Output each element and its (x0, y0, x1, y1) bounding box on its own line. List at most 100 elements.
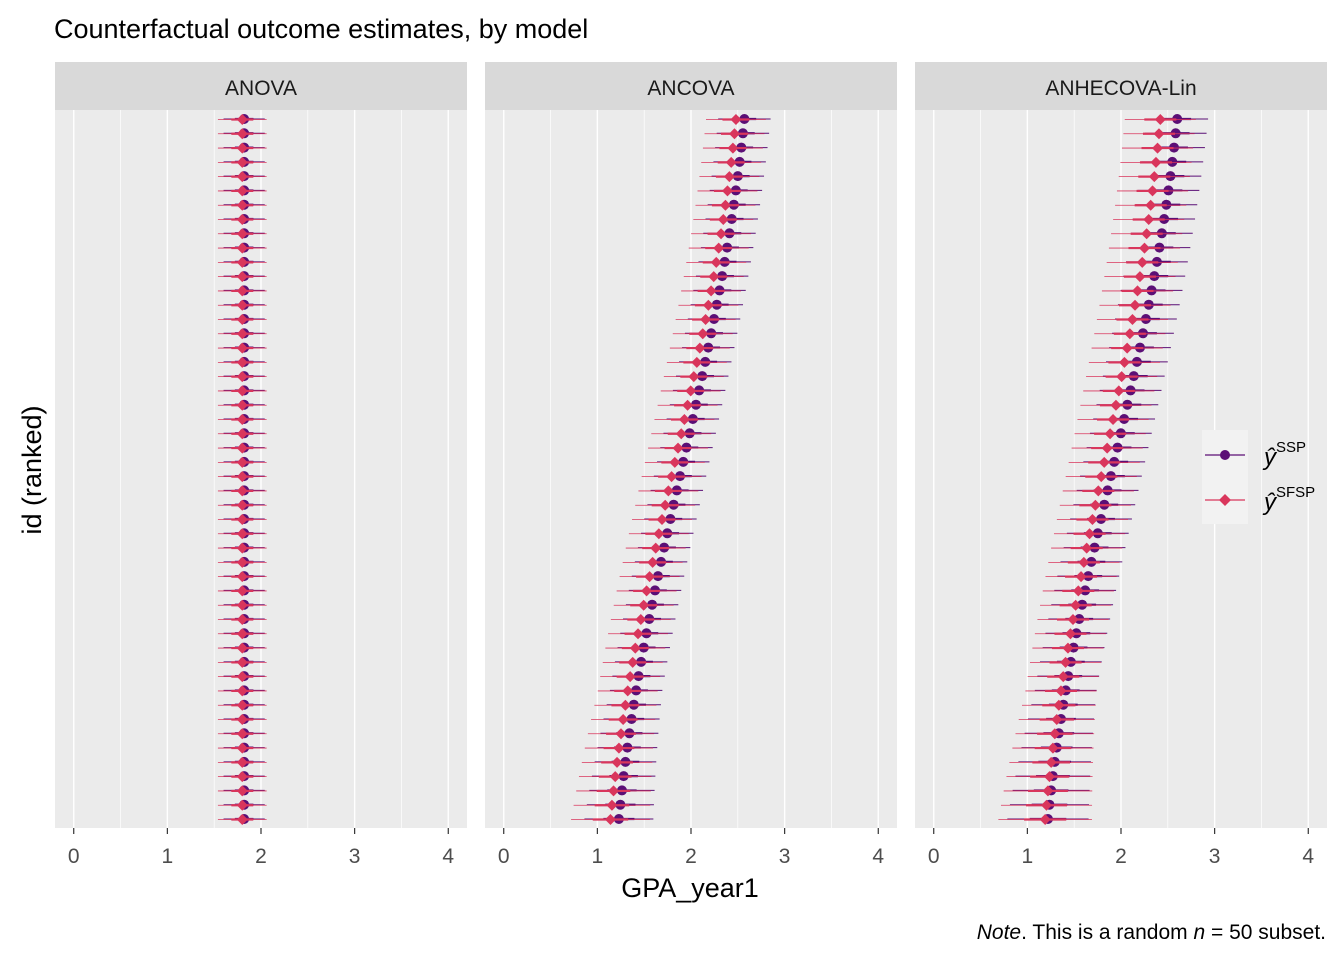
chart-title: Counterfactual outcome estimates, by mod… (54, 14, 588, 44)
x-tick-label: 2 (255, 845, 267, 868)
point-sfsp (236, 471, 248, 483)
caption-part: n (1193, 921, 1205, 944)
legend-label-sfsp: ŷSFSP (1262, 484, 1315, 516)
point-sfsp (721, 185, 733, 197)
legend-marker-ssp (1220, 450, 1230, 460)
point-sfsp (236, 328, 248, 340)
point-sfsp (1072, 585, 1084, 597)
point-sfsp (662, 485, 674, 497)
point-sfsp (685, 385, 697, 397)
point-sfsp (606, 799, 618, 811)
point-sfsp (715, 228, 727, 240)
point-sfsp (635, 614, 647, 625)
x-tick-label: 3 (779, 845, 791, 868)
point-sfsp (1124, 328, 1136, 340)
point-sfsp (1044, 771, 1056, 783)
point-sfsp (675, 428, 687, 440)
facet-strip (915, 62, 1327, 110)
point-sfsp (1153, 128, 1165, 140)
x-tick-label: 1 (162, 845, 174, 868)
point-sfsp (236, 314, 248, 325)
point-sfsp (1045, 756, 1057, 768)
point-sfsp (697, 328, 709, 340)
point-sfsp (666, 471, 678, 483)
x-tick-label: 1 (1022, 845, 1034, 868)
point-sfsp (1055, 685, 1067, 697)
point-sfsp (236, 728, 248, 740)
point-sfsp (619, 699, 631, 711)
point-sfsp (1049, 728, 1061, 740)
point-sfsp (613, 742, 625, 754)
point-sfsp (615, 728, 627, 740)
x-tick-label: 2 (1115, 845, 1127, 868)
caption-part: . This is a random (1021, 921, 1193, 944)
x-tick-label: 3 (1209, 845, 1221, 868)
point-sfsp (236, 671, 248, 683)
point-sfsp (1078, 556, 1090, 568)
point-sfsp (236, 185, 248, 197)
point-sfsp (236, 285, 248, 297)
point-sfsp (1107, 414, 1119, 425)
point-sfsp (236, 656, 248, 668)
point-sfsp (236, 528, 248, 540)
point-sfsp (1132, 285, 1144, 297)
caption-note: Note. This is a random n = 50 subset. (977, 921, 1326, 944)
x-tick-label: 0 (68, 845, 80, 868)
point-sfsp (1152, 142, 1164, 154)
point-sfsp (236, 128, 248, 140)
point-sfsp (1143, 214, 1155, 225)
point-sfsp (710, 256, 722, 268)
point-sfsp (1051, 714, 1063, 725)
point-sfsp (236, 242, 248, 254)
point-sfsp (236, 599, 248, 611)
point-sfsp (236, 556, 248, 568)
point-sfsp (1070, 599, 1082, 611)
point-sfsp (1042, 785, 1054, 797)
point-ssp (1165, 171, 1176, 182)
point-sfsp (730, 114, 742, 125)
point-sfsp (236, 342, 248, 354)
point-sfsp (641, 585, 653, 597)
point-sfsp (236, 585, 248, 597)
x-tick-label: 3 (349, 845, 361, 868)
point-sfsp (236, 414, 248, 425)
point-sfsp (713, 242, 725, 254)
point-sfsp (708, 271, 720, 283)
point-sfsp (682, 399, 694, 411)
point-sfsp (694, 342, 706, 354)
point-sfsp (669, 456, 681, 468)
point-sfsp (691, 356, 703, 368)
point-sfsp (1150, 156, 1162, 168)
legend-label-ssp: ŷSSP (1262, 439, 1306, 471)
caption-part: = 50 subset. (1205, 921, 1326, 944)
point-sfsp (236, 371, 248, 383)
legend-symbol: ŷ (1262, 444, 1278, 471)
point-sfsp (236, 228, 248, 240)
x-tick-label: 4 (872, 845, 884, 868)
point-sfsp (1104, 428, 1116, 440)
point-sfsp (650, 542, 662, 554)
point-sfsp (725, 156, 737, 168)
panel-anhecova-lin: ANHECOVA-Lin 0 1 2 3 4 (915, 62, 1327, 868)
point-sfsp (608, 785, 620, 797)
point-sfsp (236, 499, 248, 511)
point-sfsp (1039, 814, 1051, 825)
legend-superscript: SFSP (1276, 484, 1315, 501)
point-sfsp (236, 799, 248, 811)
facet-strip-label: ANOVA (225, 77, 297, 100)
legend-key-background (1202, 430, 1248, 524)
point-sfsp (236, 514, 248, 525)
legend-symbol: ŷ (1262, 489, 1278, 516)
point-ssp (1169, 142, 1180, 153)
legend-superscript: SSP (1276, 439, 1306, 456)
point-sfsp (1110, 399, 1122, 411)
facet-strip (55, 62, 467, 110)
facet-strip (485, 62, 897, 110)
point-ssp (1170, 128, 1181, 139)
point-sfsp (622, 685, 634, 697)
point-sfsp (629, 642, 641, 654)
point-sfsp (236, 199, 248, 211)
point-sfsp (705, 285, 717, 297)
